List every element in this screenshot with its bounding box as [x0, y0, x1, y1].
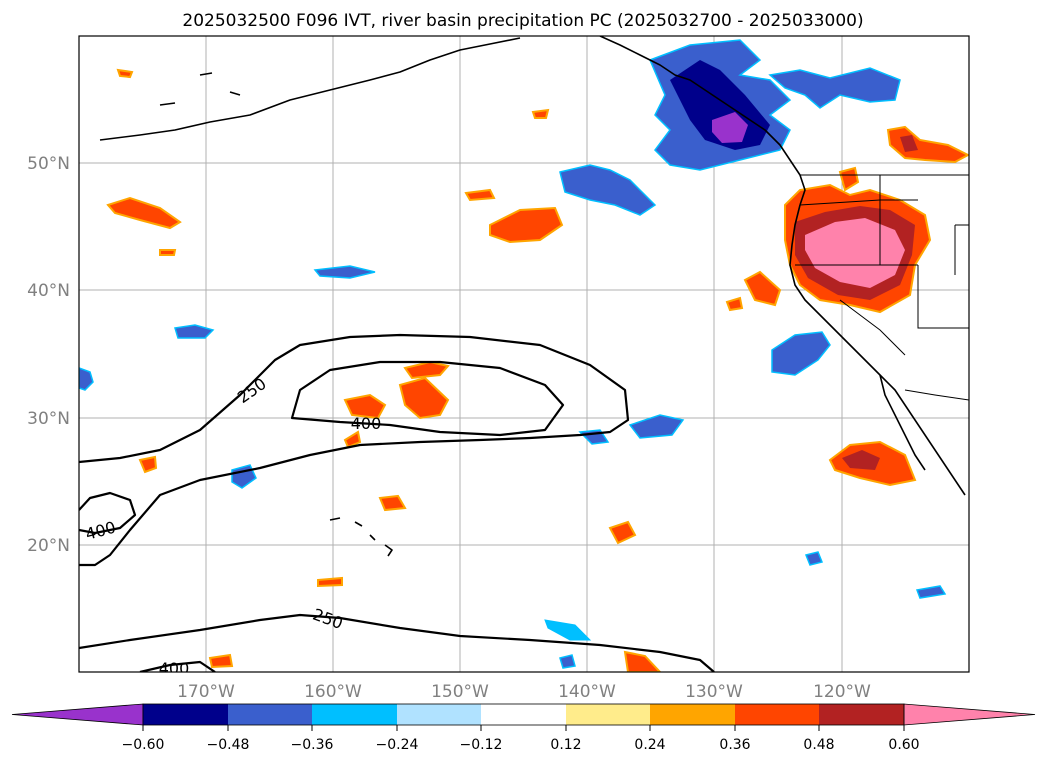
pos-anomaly-central-1	[343, 393, 387, 420]
pos-anomaly-small-j	[531, 108, 550, 119]
pos-anomaly-small-g	[208, 653, 234, 669]
colorbar-ticks	[142, 725, 905, 731]
neg-anomaly-canada	[768, 67, 901, 109]
ivt-contour-400-inner	[290, 360, 565, 437]
pos-anomaly-mexico-inner	[842, 450, 880, 470]
pos-anomaly-bc-inner	[900, 135, 918, 152]
lon-label-170w: 170°W	[177, 682, 235, 702]
cb-tick-label: 0.24	[634, 737, 665, 753]
pos-anomaly-small-d	[378, 494, 407, 512]
latitude-labels: 50°N 40°N 30°N 20°N	[27, 154, 70, 556]
aleutian-islands	[159, 72, 241, 106]
ivt-contours	[79, 333, 715, 672]
us-mexico-border	[904, 389, 969, 401]
us-west-coast	[789, 204, 966, 496]
neg-anomaly-small-6	[559, 654, 576, 669]
colorbar-bin-5	[481, 704, 566, 725]
ivt-contour-400-south	[139, 660, 216, 672]
colorbar-tick-labels: −0.60 −0.48 −0.36 −0.24 −0.12 0.12 0.24 …	[122, 737, 920, 753]
colorbar-bin-3	[312, 704, 397, 725]
gridlines	[79, 36, 969, 672]
cb-tick-label: −0.48	[207, 737, 250, 753]
colorbar-bin-1	[143, 704, 228, 725]
pos-anomaly-small-a	[464, 188, 496, 202]
state-border-ca-nv	[839, 299, 906, 356]
precip-pc-fills	[79, 39, 969, 672]
cb-tick-label: 0.48	[803, 737, 834, 753]
pos-anomaly-small-l	[159, 249, 177, 256]
lat-label-30n: 30°N	[27, 409, 70, 429]
colorbar-under-extension	[11, 703, 144, 726]
pos-anomaly-calif-coast	[743, 270, 782, 307]
neg-anomaly-west	[174, 324, 215, 339]
baja-peninsula	[879, 374, 926, 471]
map-background	[79, 36, 969, 672]
pos-anomaly-small-k	[116, 68, 134, 79]
cb-tick-label: −0.60	[122, 737, 165, 753]
colorbar-bin-4	[397, 704, 481, 725]
figure-title: 2025032500 F096 IVT, river basin precipi…	[182, 11, 863, 31]
neg-anomaly-pnw-core	[712, 112, 748, 143]
colorbar-bin-2	[228, 704, 312, 725]
ivt-contour-250-main	[79, 333, 630, 567]
cb-tick-label: 0.36	[719, 737, 750, 753]
pos-anomaly-small-f	[317, 576, 343, 588]
hawaii-islands	[329, 517, 393, 557]
neg-anomaly-small-4	[804, 551, 824, 566]
lon-label-160w: 160°W	[304, 682, 362, 702]
lat-label-20n: 20°N	[27, 536, 70, 556]
map-frame	[78, 35, 970, 673]
neg-anomaly-subtropic	[628, 414, 685, 439]
ivt-label-400-center: 400	[351, 414, 382, 433]
lon-label-120w: 120°W	[813, 682, 871, 702]
cb-tick-label: −0.36	[291, 737, 334, 753]
lon-label-140w: 140°W	[558, 682, 616, 702]
pos-anomaly-small-c	[138, 455, 158, 474]
pos-anomaly-small-i	[838, 166, 860, 192]
ivt-contour-400-west	[79, 491, 137, 535]
pos-anomaly-small-h	[623, 650, 662, 672]
lat-label-40n: 40°N	[27, 281, 70, 301]
ivt-contour-250-south	[79, 613, 715, 672]
lon-label-130w: 130°W	[685, 682, 743, 702]
pos-anomaly-small-b	[725, 296, 744, 312]
coastlines	[99, 36, 966, 557]
neg-anomaly-calif-offshore	[771, 331, 831, 376]
pos-anomaly-central-2	[398, 376, 450, 420]
colorbar-bin-9	[819, 704, 904, 725]
cb-tick-label: −0.12	[460, 737, 503, 753]
pos-anomaly-gulf	[489, 206, 564, 244]
colorbar-bin-7	[650, 704, 735, 725]
bc-coast	[599, 36, 806, 206]
lon-label-150w: 150°W	[431, 682, 489, 702]
state-border-utah	[954, 224, 969, 275]
cb-tick-label: 0.60	[888, 737, 919, 753]
alaska-coast	[99, 37, 521, 141]
map-panel: 250 400 400 250 400 50°N 40°N 30°N 20°N …	[27, 35, 970, 702]
cb-tick-label: 0.12	[550, 737, 581, 753]
cb-tick-label: −0.24	[376, 737, 419, 753]
colorbar-bin-8	[735, 704, 819, 725]
neg-anomaly-edge	[79, 367, 94, 391]
pos-anomaly-nw-pacific	[106, 196, 182, 230]
colorbar-over-extension	[903, 703, 1036, 726]
neg-anomaly-gulf-alaska	[559, 164, 657, 216]
neg-anomaly-small-2	[544, 619, 592, 641]
ivt-label-400-south: 400	[159, 659, 190, 678]
lat-label-50n: 50°N	[27, 154, 70, 174]
neg-anomaly-mid-pacific	[313, 265, 376, 279]
colorbar-bin-6	[566, 704, 650, 725]
colorbar-frame	[142, 703, 905, 726]
pos-anomaly-small-e	[608, 520, 637, 545]
state-border-nevada	[917, 265, 969, 329]
borders	[795, 174, 969, 401]
longitude-labels: 170°W 160°W 150°W 140°W 130°W 120°W	[177, 682, 871, 702]
colorbar: −0.60 −0.48 −0.36 −0.24 −0.12 0.12 0.24 …	[11, 703, 1036, 753]
neg-anomaly-small-5	[915, 585, 947, 599]
pos-anomaly-central-4	[343, 430, 362, 449]
